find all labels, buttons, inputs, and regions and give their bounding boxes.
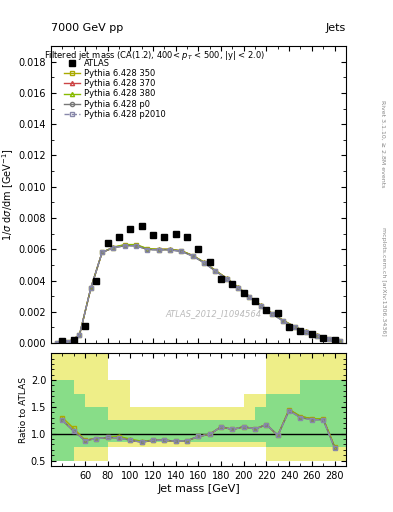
- X-axis label: Jet mass [GeV]: Jet mass [GeV]: [157, 483, 240, 494]
- Y-axis label: 1/$\sigma$ d$\sigma$/dm [GeV$^{-1}$]: 1/$\sigma$ d$\sigma$/dm [GeV$^{-1}$]: [0, 148, 16, 241]
- Text: 7000 GeV pp: 7000 GeV pp: [51, 23, 123, 33]
- Text: Rivet 3.1.10, ≥ 2.8M events: Rivet 3.1.10, ≥ 2.8M events: [381, 100, 386, 187]
- Text: mcplots.cern.ch [arXiv:1306.3436]: mcplots.cern.ch [arXiv:1306.3436]: [381, 227, 386, 336]
- Y-axis label: Ratio to ATLAS: Ratio to ATLAS: [19, 377, 28, 442]
- Text: Jets: Jets: [325, 23, 346, 33]
- Legend: ATLAS, Pythia 6.428 350, Pythia 6.428 370, Pythia 6.428 380, Pythia 6.428 p0, Py: ATLAS, Pythia 6.428 350, Pythia 6.428 37…: [61, 56, 168, 121]
- Text: ATLAS_2012_I1094564: ATLAS_2012_I1094564: [165, 309, 261, 318]
- Text: Filtered jet mass (CA(1.2), 400< $p_T$ < 500, |y| < 2.0): Filtered jet mass (CA(1.2), 400< $p_T$ <…: [44, 49, 265, 62]
